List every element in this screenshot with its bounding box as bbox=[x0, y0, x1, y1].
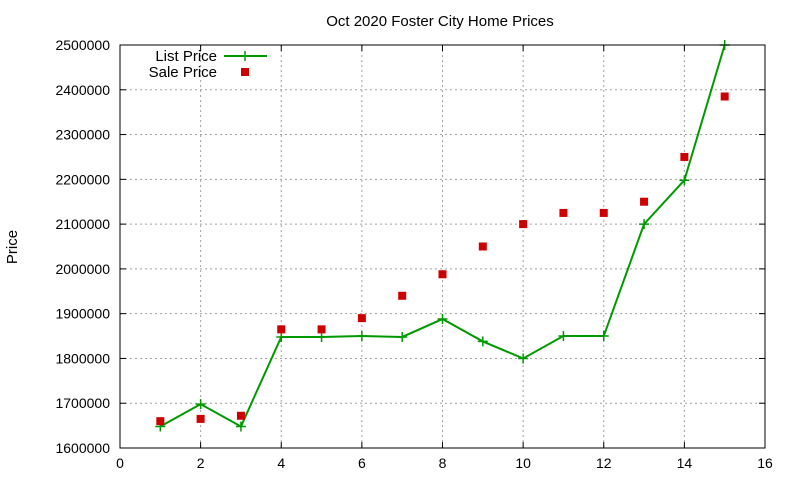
x-tick-label: 8 bbox=[439, 455, 447, 471]
sale-price-point bbox=[680, 152, 689, 161]
list-price-point bbox=[276, 331, 287, 342]
x-tick-label: 16 bbox=[757, 455, 773, 471]
sale-price-point bbox=[277, 325, 286, 334]
y-tick-label: 1600000 bbox=[55, 440, 110, 456]
x-tick-label: 2 bbox=[197, 455, 205, 471]
y-tick-label: 2300000 bbox=[55, 127, 110, 143]
sale-price-point bbox=[236, 411, 245, 420]
list-price-point bbox=[477, 336, 488, 347]
y-tick-label: 2500000 bbox=[55, 37, 110, 53]
sale-price-point bbox=[357, 314, 366, 323]
sale-price-point bbox=[196, 414, 205, 423]
list-price-point bbox=[679, 175, 690, 186]
legend-label: Sale Price bbox=[149, 64, 217, 81]
legend-label: List Price bbox=[155, 48, 217, 65]
x-tick-label: 14 bbox=[677, 455, 693, 471]
list-price-point bbox=[639, 219, 650, 230]
legend-marker bbox=[240, 51, 250, 61]
sale-price-point bbox=[519, 220, 528, 229]
list-price-point bbox=[316, 331, 327, 342]
list-price-point bbox=[518, 353, 529, 364]
x-tick-label: 12 bbox=[596, 455, 612, 471]
sale-price-point bbox=[559, 208, 568, 217]
sale-price-point bbox=[317, 325, 326, 334]
list-price-point bbox=[235, 421, 246, 432]
list-price-point bbox=[437, 314, 448, 325]
chart-title: Oct 2020 Foster City Home Prices bbox=[326, 13, 554, 30]
y-tick-label: 2200000 bbox=[55, 171, 110, 187]
y-tick-label: 1900000 bbox=[55, 306, 110, 322]
y-tick-label: 1800000 bbox=[55, 350, 110, 366]
sale-price-point bbox=[720, 92, 729, 101]
sale-price-point bbox=[640, 197, 649, 206]
sale-price-point bbox=[599, 208, 608, 217]
x-tick-label: 0 bbox=[116, 455, 124, 471]
sale-price-point bbox=[156, 417, 165, 426]
sale-price-point bbox=[398, 291, 407, 300]
sale-price-point bbox=[478, 242, 487, 251]
y-tick-label: 2100000 bbox=[55, 216, 110, 232]
legend-marker bbox=[241, 68, 249, 76]
y-tick-label: 1700000 bbox=[55, 395, 110, 411]
grid bbox=[119, 44, 766, 449]
y-tick-label: 2000000 bbox=[55, 261, 110, 277]
list-price-point bbox=[397, 331, 408, 342]
plot-frame bbox=[119, 44, 766, 449]
sale-price-point bbox=[438, 270, 447, 279]
list-price-point bbox=[195, 399, 206, 410]
x-tick-label: 10 bbox=[515, 455, 531, 471]
axis-ticks: 0 2 4 6 8 10 12 14 16 1600000 1700000 1800000 190000… bbox=[55, 37, 773, 471]
x-tick-label: 6 bbox=[358, 455, 366, 471]
x-tick-label: 4 bbox=[277, 455, 285, 471]
list-price-point bbox=[598, 331, 609, 342]
list-price-point bbox=[356, 331, 367, 342]
list-price-point bbox=[558, 331, 569, 342]
y-axis-label: Price bbox=[4, 230, 21, 264]
y-tick-label: 2400000 bbox=[55, 82, 110, 98]
